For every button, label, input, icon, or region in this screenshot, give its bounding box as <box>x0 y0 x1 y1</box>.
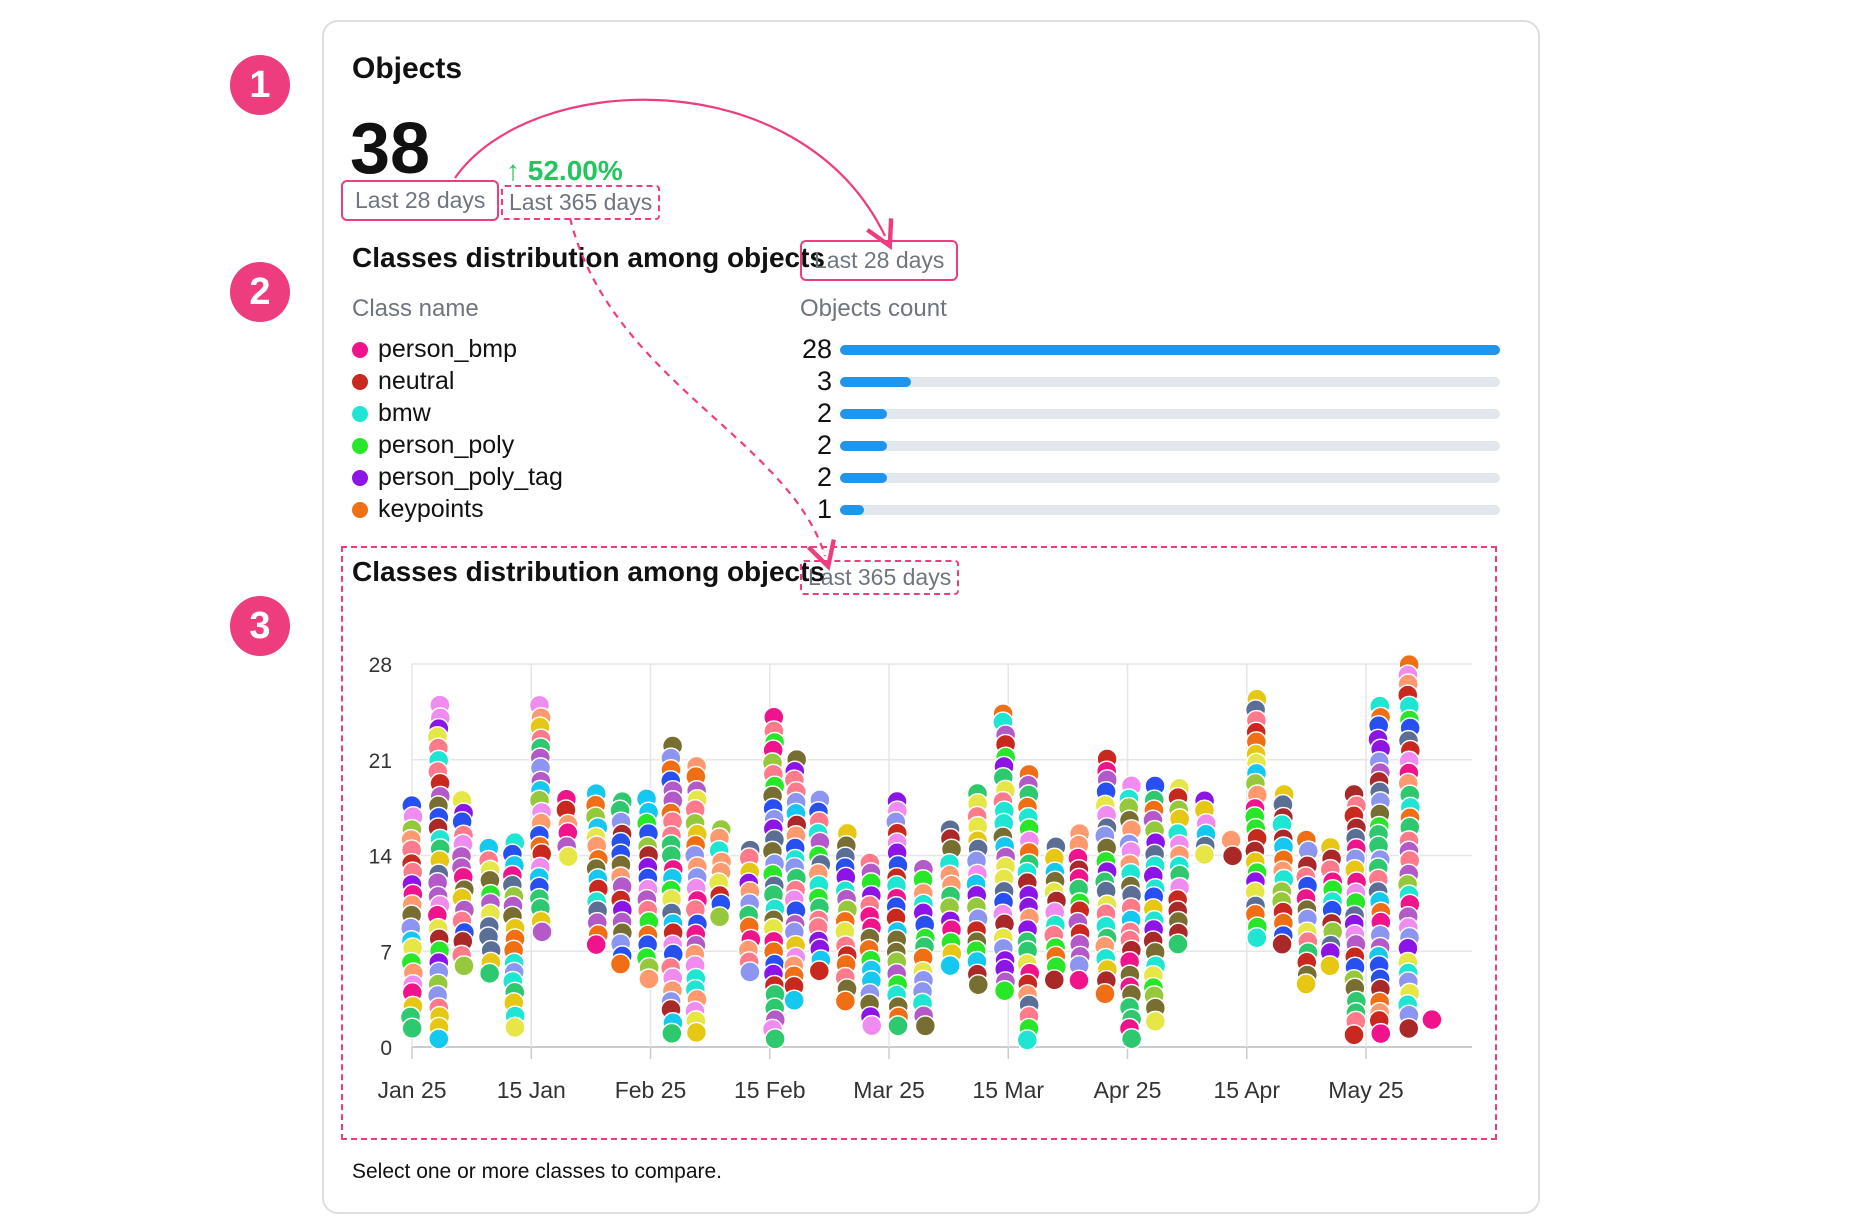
count-bar-track <box>840 409 1500 419</box>
class-count: 2 <box>816 398 832 428</box>
class-color-dot <box>352 373 368 390</box>
class-color-dot <box>352 469 368 486</box>
class-row-person_poly_tag[interactable]: person_poly_tag <box>352 463 563 492</box>
class-count: 28 <box>801 334 832 364</box>
class-name: person_bmp <box>378 335 517 363</box>
count-bar-track <box>840 441 1500 451</box>
class-name: person_poly <box>378 431 515 459</box>
distribution-title: Classes distribution among objects <box>352 242 825 273</box>
count-bar-fill <box>840 505 864 515</box>
class-count: 1 <box>816 494 832 524</box>
step-badge-2: 2 <box>230 262 290 322</box>
class-color-dot <box>352 341 368 358</box>
count-bar-track <box>840 377 1500 387</box>
class-count: 2 <box>816 462 832 492</box>
timeline-footer: Select one or more classes to compare. <box>352 1160 723 1183</box>
class-name: person_poly_tag <box>378 463 563 491</box>
timeline-period[interactable]: Last 365 days <box>800 560 960 595</box>
class-color-dot <box>352 437 368 454</box>
period-label-365d[interactable]: Last 365 days <box>501 185 661 220</box>
period-label-28d[interactable]: Last 28 days <box>341 180 500 221</box>
class-count: 3 <box>816 366 832 396</box>
count-bar-fill <box>840 473 888 483</box>
class-row-person_bmp[interactable]: person_bmp <box>352 335 517 364</box>
count-bar-fill <box>840 377 911 387</box>
class-name: neutral <box>378 367 455 395</box>
class-row-neutral[interactable]: neutral <box>352 367 454 396</box>
change-percent: ↑ 52.00% <box>506 155 623 186</box>
objects-title: Objects <box>352 52 463 85</box>
count-bar-fill <box>840 409 888 419</box>
class-count: 2 <box>816 430 832 460</box>
count-bar-track <box>840 345 1500 355</box>
class-row-person_poly[interactable]: person_poly <box>352 431 514 460</box>
class-color-dot <box>352 501 368 518</box>
class-name: keypoints <box>378 495 484 523</box>
class-row-bmw[interactable]: bmw <box>352 399 431 428</box>
timeline-title: Classes distribution among objects <box>352 556 825 587</box>
objects-total: 38 <box>350 109 431 189</box>
objects-count-header: Objects count <box>800 295 947 322</box>
class-row-keypoints[interactable]: keypoints <box>352 495 484 524</box>
step-badge-3: 3 <box>230 596 290 656</box>
class-name: bmw <box>378 399 431 427</box>
count-bar-track <box>840 505 1500 515</box>
step-badge-1: 1 <box>230 55 290 115</box>
count-bar-fill <box>840 345 1500 355</box>
timeline-section <box>341 546 1497 1140</box>
class-name-header: Class name <box>352 295 479 322</box>
count-bar-track <box>840 473 1500 483</box>
class-color-dot <box>352 405 368 422</box>
distribution-period[interactable]: Last 28 days <box>800 240 959 281</box>
count-bar-fill <box>840 441 888 451</box>
